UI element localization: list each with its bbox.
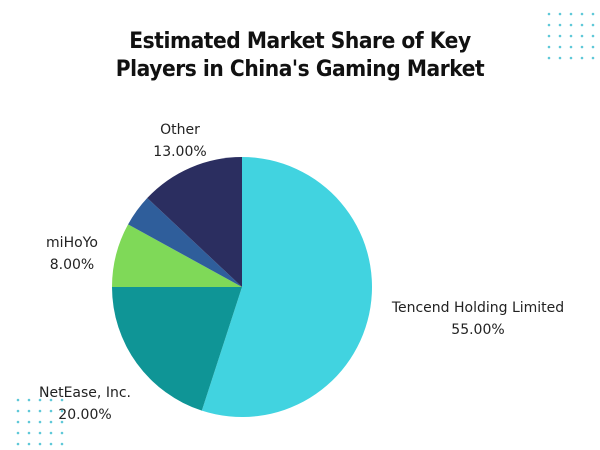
decor-dot — [569, 56, 573, 60]
slice-value-label: 8.00% — [50, 257, 94, 273]
decor-dot — [49, 409, 53, 413]
decor-dot — [580, 23, 584, 27]
decor-dot — [38, 431, 42, 435]
decor-dot — [547, 45, 551, 49]
decor-dot — [591, 56, 595, 60]
decor-dot — [38, 442, 42, 446]
decor-dot — [569, 23, 573, 27]
pie-slice — [201, 157, 372, 417]
decor-dot — [60, 431, 64, 435]
slice-label: miHoYo — [46, 235, 98, 251]
decor-dot — [558, 12, 562, 16]
decor-dot — [27, 398, 31, 402]
decor-dot — [580, 34, 584, 38]
decor-dot — [591, 45, 595, 49]
decor-dot — [16, 420, 20, 424]
decor-dot — [558, 34, 562, 38]
decor-dot — [49, 420, 53, 424]
decor-dot — [547, 34, 551, 38]
decor-dot — [16, 431, 20, 435]
decor-dot — [49, 442, 53, 446]
slice-label: Tencend Holding Limited — [391, 300, 564, 316]
decor-dot — [27, 420, 31, 424]
decor-dot — [569, 12, 573, 16]
decor-dot — [49, 398, 53, 402]
decor-dot — [558, 56, 562, 60]
decor-dot — [16, 442, 20, 446]
decor-dot — [547, 56, 551, 60]
pie-slice — [128, 198, 242, 287]
decor-dot — [591, 12, 595, 16]
decor-dot — [16, 409, 20, 413]
decor-dot — [38, 398, 42, 402]
decor-dot — [38, 409, 42, 413]
decor-dot — [27, 442, 31, 446]
decor-dot — [60, 420, 64, 424]
decor-dot — [591, 23, 595, 27]
slice-label: Other — [160, 122, 200, 138]
decor-dot — [60, 409, 64, 413]
decor-dot — [27, 431, 31, 435]
decor-dot — [49, 431, 53, 435]
pie-slice — [147, 157, 242, 287]
decor-dot — [569, 34, 573, 38]
decor-dot — [27, 409, 31, 413]
decor-dot — [60, 398, 64, 402]
decor-dot — [558, 45, 562, 49]
decor-dot — [580, 56, 584, 60]
decor-dot — [547, 23, 551, 27]
decor-dot — [580, 12, 584, 16]
decor-dot — [558, 23, 562, 27]
decor-dot — [547, 12, 551, 16]
decor-dot — [38, 420, 42, 424]
slice-label: NetEase, Inc. — [39, 385, 131, 401]
pie-slice — [112, 224, 242, 287]
chart-title: Estimated Market Share of Key Players in… — [115, 29, 485, 82]
decor-dot — [569, 45, 573, 49]
decor-dot — [580, 45, 584, 49]
slice-value-label: 55.00% — [451, 322, 504, 338]
decor-dot — [16, 398, 20, 402]
slice-value-label: 20.00% — [58, 407, 111, 423]
pie-slice — [112, 287, 242, 411]
decor-dot — [591, 34, 595, 38]
decor-dot — [60, 442, 64, 446]
slice-value-label: 13.00% — [153, 144, 206, 160]
